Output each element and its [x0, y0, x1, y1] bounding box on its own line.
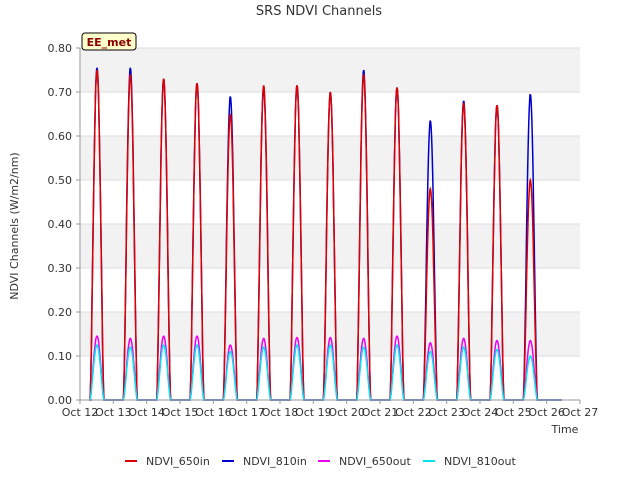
y-tick-label: 0.70 — [48, 86, 73, 99]
x-tick-label: Oct 26 — [528, 406, 565, 419]
x-tick-label: Oct 16 — [195, 406, 232, 419]
y-tick-label: 0.50 — [48, 174, 73, 187]
plot-band — [80, 224, 580, 268]
x-tick-label: Oct 17 — [228, 406, 265, 419]
y-tick-label: 0.10 — [48, 350, 73, 363]
station-badge-box — [81, 32, 137, 51]
legend-label-ndvi-650out: NDVI_650out — [339, 455, 411, 468]
plot-band — [80, 312, 580, 356]
x-tick-label: Oct 23 — [428, 406, 465, 419]
x-tick-label: Oct 12 — [62, 406, 99, 419]
legend: NDVI_650in NDVI_810in NDVI_650out NDVI_810o… — [125, 455, 516, 468]
station-badge: EE_met — [81, 32, 137, 51]
x-tick-label: Oct 18 — [262, 406, 299, 419]
y-tick-label: 0.60 — [48, 130, 73, 143]
legend-label-ndvi-810in: NDVI_810in — [243, 455, 307, 468]
legend-label-ndvi-810out: NDVI_810out — [444, 455, 516, 468]
x-axis-label: Time — [551, 423, 579, 436]
plot-band — [80, 136, 580, 180]
x-tick-label: Oct 15 — [162, 406, 199, 419]
y-axis-label: NDVI Channels (W/m2/nm) — [8, 152, 21, 299]
y-tick-label: 0.30 — [48, 262, 73, 275]
x-tick-label: Oct 19 — [295, 406, 332, 419]
plot-band — [80, 48, 580, 92]
station-badge-text: EE_met — [87, 36, 132, 49]
x-tick-label: Oct 24 — [462, 406, 499, 419]
x-tick-label: Oct 20 — [328, 406, 365, 419]
x-tick-label: Oct 22 — [395, 406, 432, 419]
x-tick-label: Oct 13 — [95, 406, 132, 419]
chart-title: SRS NDVI Channels — [256, 4, 382, 19]
x-tick-label: Oct 27 — [562, 406, 599, 419]
y-tick-label: 0.00 — [48, 394, 73, 407]
y-tick-label: 0.20 — [48, 306, 73, 319]
x-tick-label: Oct 14 — [128, 406, 165, 419]
y-tick-label: 0.40 — [48, 218, 73, 231]
legend-label-ndvi-650in: NDVI_650in — [146, 455, 210, 468]
x-tick-label: Oct 21 — [362, 406, 399, 419]
x-tick-label: Oct 25 — [495, 406, 532, 419]
y-tick-label: 0.80 — [48, 42, 73, 55]
